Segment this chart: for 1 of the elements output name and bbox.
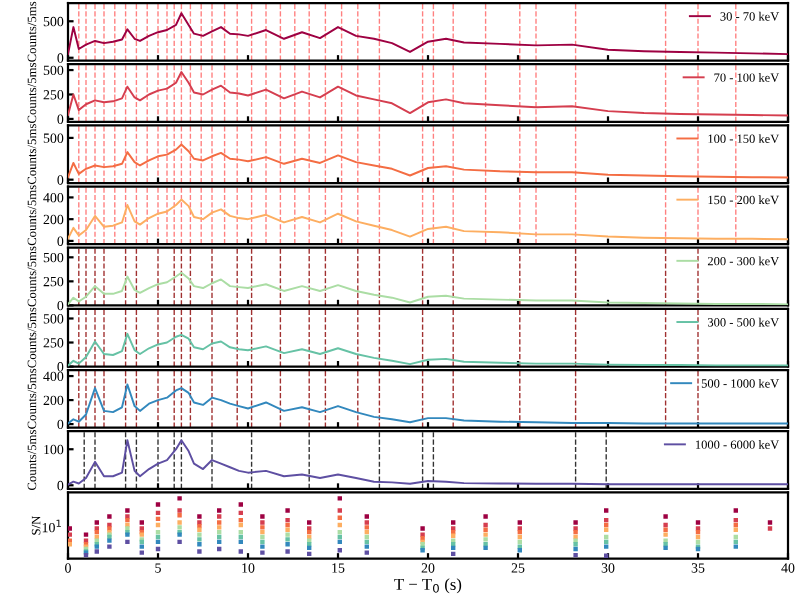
x-axis-title: T − T$_{0}$ (s)	[394, 578, 462, 594]
